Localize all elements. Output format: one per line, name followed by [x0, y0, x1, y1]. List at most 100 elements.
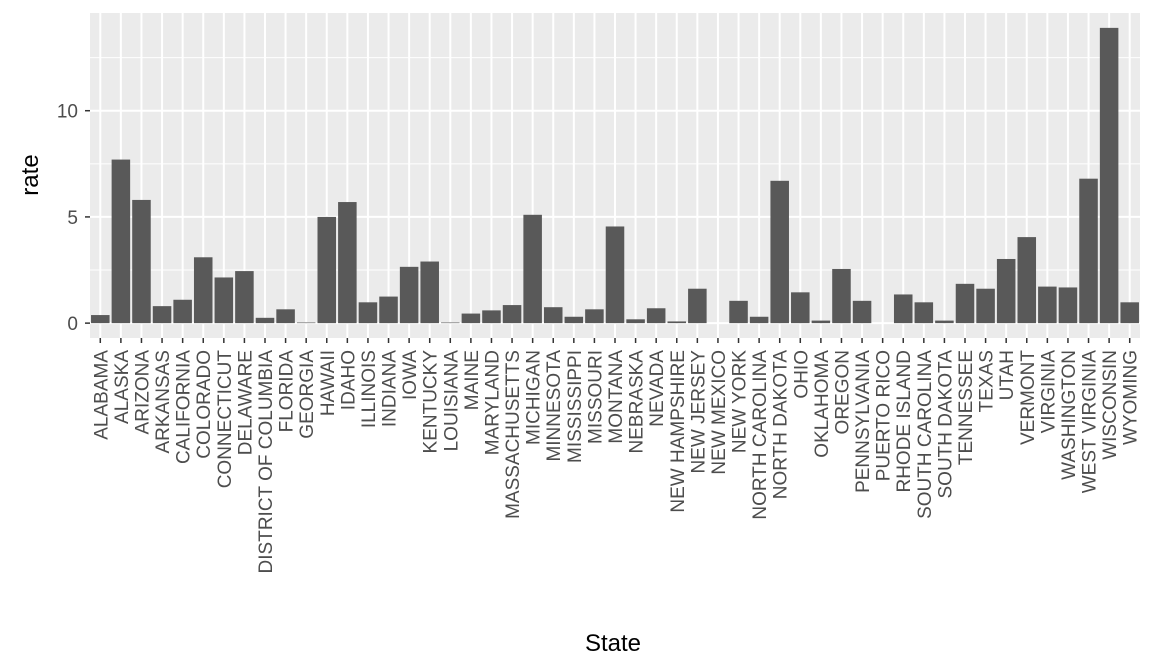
x-tick-label: MAINE	[462, 350, 483, 410]
bar	[585, 309, 604, 324]
x-tick-label: MICHIGAN	[524, 350, 545, 445]
x-axis-title: State	[585, 630, 641, 657]
bar	[399, 266, 419, 324]
x-tick-label: UTAH	[997, 350, 1018, 400]
bar	[955, 283, 975, 324]
x-tick-label: NORTH CAROLINA	[750, 350, 771, 520]
bar	[420, 261, 439, 324]
x-tick-label: PENNSYLVANIA	[853, 350, 874, 493]
x-tick-label: COLORADO	[194, 350, 215, 459]
bar	[317, 216, 337, 324]
bar	[358, 302, 378, 324]
grid-major	[90, 13, 1140, 338]
x-tick-label: NEW MEXICO	[709, 350, 730, 475]
x-tick-label: WASHINGTON	[1059, 350, 1080, 480]
bar	[626, 319, 645, 324]
bar	[791, 292, 810, 324]
bar	[1058, 287, 1078, 324]
x-tick-label: SOUTH CAROLINA	[915, 350, 936, 519]
bar	[729, 300, 748, 324]
y-tick-label: 5	[67, 208, 78, 229]
bar	[605, 226, 625, 324]
x-tick-label: NEW JERSEY	[688, 350, 709, 474]
x-tick-label: NEBRASKA	[627, 350, 648, 454]
bars	[91, 27, 1139, 324]
x-tick-label: NEW YORK	[730, 350, 751, 453]
bar	[482, 310, 501, 324]
y-tick-label: 10	[57, 102, 78, 123]
bar	[152, 306, 172, 324]
x-tick-label: ALABAMA	[91, 350, 112, 440]
bar	[564, 316, 584, 324]
x-tick-label: DELAWARE	[235, 350, 256, 455]
bar	[276, 309, 295, 324]
x-tick-label: ARIZONA	[132, 350, 153, 435]
x-tick-label: SOUTH DAKOTA	[935, 350, 956, 499]
bar	[296, 322, 316, 324]
x-tick-label: INDIANA	[380, 350, 401, 427]
x-tick-label: LOUISIANA	[441, 350, 462, 452]
bar	[646, 308, 666, 324]
x-tick-label: MISSOURI	[585, 350, 606, 444]
x-tick-label: FLORIDA	[277, 350, 298, 433]
y-tick-label: 0	[67, 314, 78, 335]
bar	[255, 317, 275, 324]
bar	[235, 271, 254, 324]
x-tick-label: ALASKA	[112, 350, 133, 424]
x-tick-label: HAWAII	[318, 350, 339, 416]
bar	[523, 214, 542, 324]
x-tick-label: VIRGINIA	[1038, 350, 1059, 434]
x-tick-label: MASSACHUSETTS	[503, 350, 524, 519]
bar	[1120, 302, 1139, 324]
x-tick-label: OREGON	[832, 350, 853, 434]
bar	[914, 302, 934, 324]
bar	[976, 288, 995, 324]
x-tick-label: IDAHO	[338, 350, 359, 410]
x-tick-label: TENNESSEE	[956, 350, 977, 465]
x-tick-label: KENTUCKY	[421, 350, 442, 454]
y-axis-title: rate	[17, 154, 44, 195]
x-tick-label: IOWA	[400, 350, 421, 400]
bar	[667, 321, 687, 324]
bar	[1099, 27, 1119, 324]
bar	[749, 316, 769, 324]
x-tick-label: CONNECTICUT	[215, 350, 236, 489]
x-tick-label: OKLAHOMA	[812, 350, 833, 458]
bar	[935, 320, 954, 324]
x-tick-label: MONTANA	[606, 350, 627, 444]
bar	[441, 322, 460, 324]
x-tick-label: NEW HAMPSHIRE	[668, 350, 689, 513]
x-tick-label: ARKANSAS	[153, 350, 174, 453]
x-tick-label: TEXAS	[977, 350, 998, 412]
bar	[996, 258, 1016, 324]
bar	[111, 159, 131, 324]
x-tick-label: WEST VIRGINIA	[1080, 350, 1101, 494]
bar	[173, 299, 192, 324]
bar	[811, 320, 831, 324]
x-axis: ALABAMA ALASKA ARIZONA ARKANSAS CALIFORNIA CO…	[91, 338, 1142, 574]
x-tick-label: NORTH DAKOTA	[771, 350, 792, 500]
bar	[338, 202, 357, 324]
x-tick-label: MARYLAND	[482, 350, 503, 455]
bar	[132, 199, 151, 324]
bar	[1038, 286, 1057, 324]
bar	[688, 288, 707, 324]
x-tick-label: CALIFORNIA	[174, 350, 195, 464]
x-tick-label: WISCONSIN	[1100, 350, 1121, 460]
x-tick-label: ILLINOIS	[359, 350, 380, 428]
x-tick-label: NEVADA	[647, 350, 668, 427]
x-tick-label: DISTRICT OF COLUMBIA	[256, 350, 277, 574]
bar	[1017, 237, 1037, 324]
x-tick-label: GEORGIA	[297, 350, 318, 439]
x-tick-label: MINNESOTA	[544, 350, 565, 462]
bar	[893, 294, 913, 324]
bar	[543, 307, 563, 324]
bar	[502, 305, 522, 324]
y-axis: 0 5 10	[57, 102, 90, 335]
x-tick-label: OHIO	[791, 350, 812, 399]
bar	[1079, 178, 1098, 324]
bar	[214, 277, 234, 324]
x-tick-label: VERMONT	[1018, 350, 1039, 445]
x-tick-label: WYOMING	[1121, 350, 1142, 445]
